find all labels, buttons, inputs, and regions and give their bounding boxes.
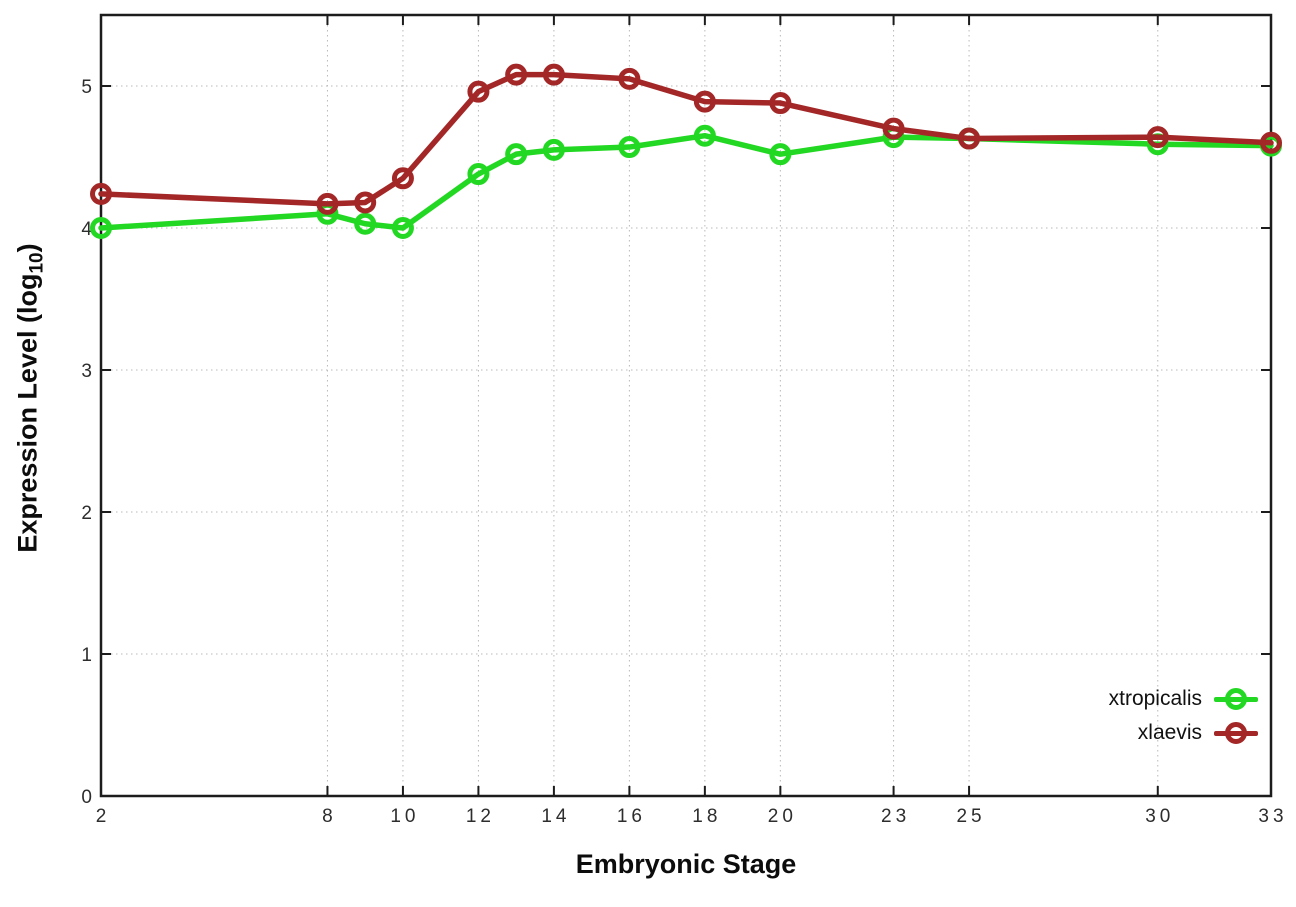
data-point-xlaevis [467,80,490,103]
y-tick-label: 5 [81,77,92,98]
x-tick-label: 33 [1258,806,1287,827]
x-axis-label: Embryonic Stage [575,849,797,879]
data-point-xlaevis [90,182,112,205]
data-point-xlaevis [769,92,792,115]
data-point-xlaevis [693,90,716,113]
x-tick-label: 10 [390,806,419,827]
y-tick-label: 1 [81,645,92,666]
legend-marker-xlaevis [1214,719,1258,747]
data-point-xtropicalis [542,138,565,161]
x-tick-label: 14 [541,806,570,827]
legend-ring-icon [1225,722,1247,744]
data-point-xtropicalis [391,217,414,239]
x-tick-label: 2 [96,806,111,827]
y-tick-label: 2 [81,503,92,524]
y-tick-label: 4 [81,219,92,240]
series-line-xtropicalis [98,132,1274,231]
data-point-xtropicalis [467,163,490,186]
legend-row-xlaevis: xlaevis [1109,718,1258,748]
data-point-xlaevis [542,63,565,86]
data-point-xlaevis [618,67,641,90]
x-tick-label: 20 [768,806,797,827]
data-point-xlaevis [354,191,377,214]
x-tick-label: 18 [692,806,721,827]
data-point-xlaevis [505,63,528,86]
legend: xtropicalis xlaevis [1109,684,1258,748]
legend-row-xtropicalis: xtropicalis [1109,684,1258,714]
data-point-xlaevis [882,117,905,140]
data-point-xtropicalis [354,212,377,235]
data-point-xlaevis [958,127,981,150]
x-tick-label: 25 [956,806,985,827]
data-point-xlaevis [1260,131,1282,154]
data-point-xlaevis [316,192,339,215]
legend-marker-xtropicalis [1214,685,1258,713]
x-tick-label: 12 [466,806,495,827]
x-tick-label: 30 [1145,806,1174,827]
data-point-xtropicalis [505,143,528,166]
data-point-xtropicalis [693,124,716,147]
y-tick-label: 3 [81,361,92,382]
legend-ring-icon [1225,688,1247,710]
x-tick-label: 23 [881,806,910,827]
legend-label-xlaevis: xlaevis [1137,721,1202,744]
data-point-xtropicalis [618,136,641,159]
data-point-xtropicalis [769,143,792,166]
plot-border [99,13,1273,798]
x-tick-label: 8 [322,806,337,827]
data-point-xlaevis [391,167,414,190]
y-tick-label: 0 [81,787,92,808]
x-tick-label: 16 [617,806,646,827]
data-point-xlaevis [1146,126,1169,149]
legend-label-xtropicalis: xtropicalis [1108,687,1202,710]
data-point-xtropicalis [90,217,112,239]
